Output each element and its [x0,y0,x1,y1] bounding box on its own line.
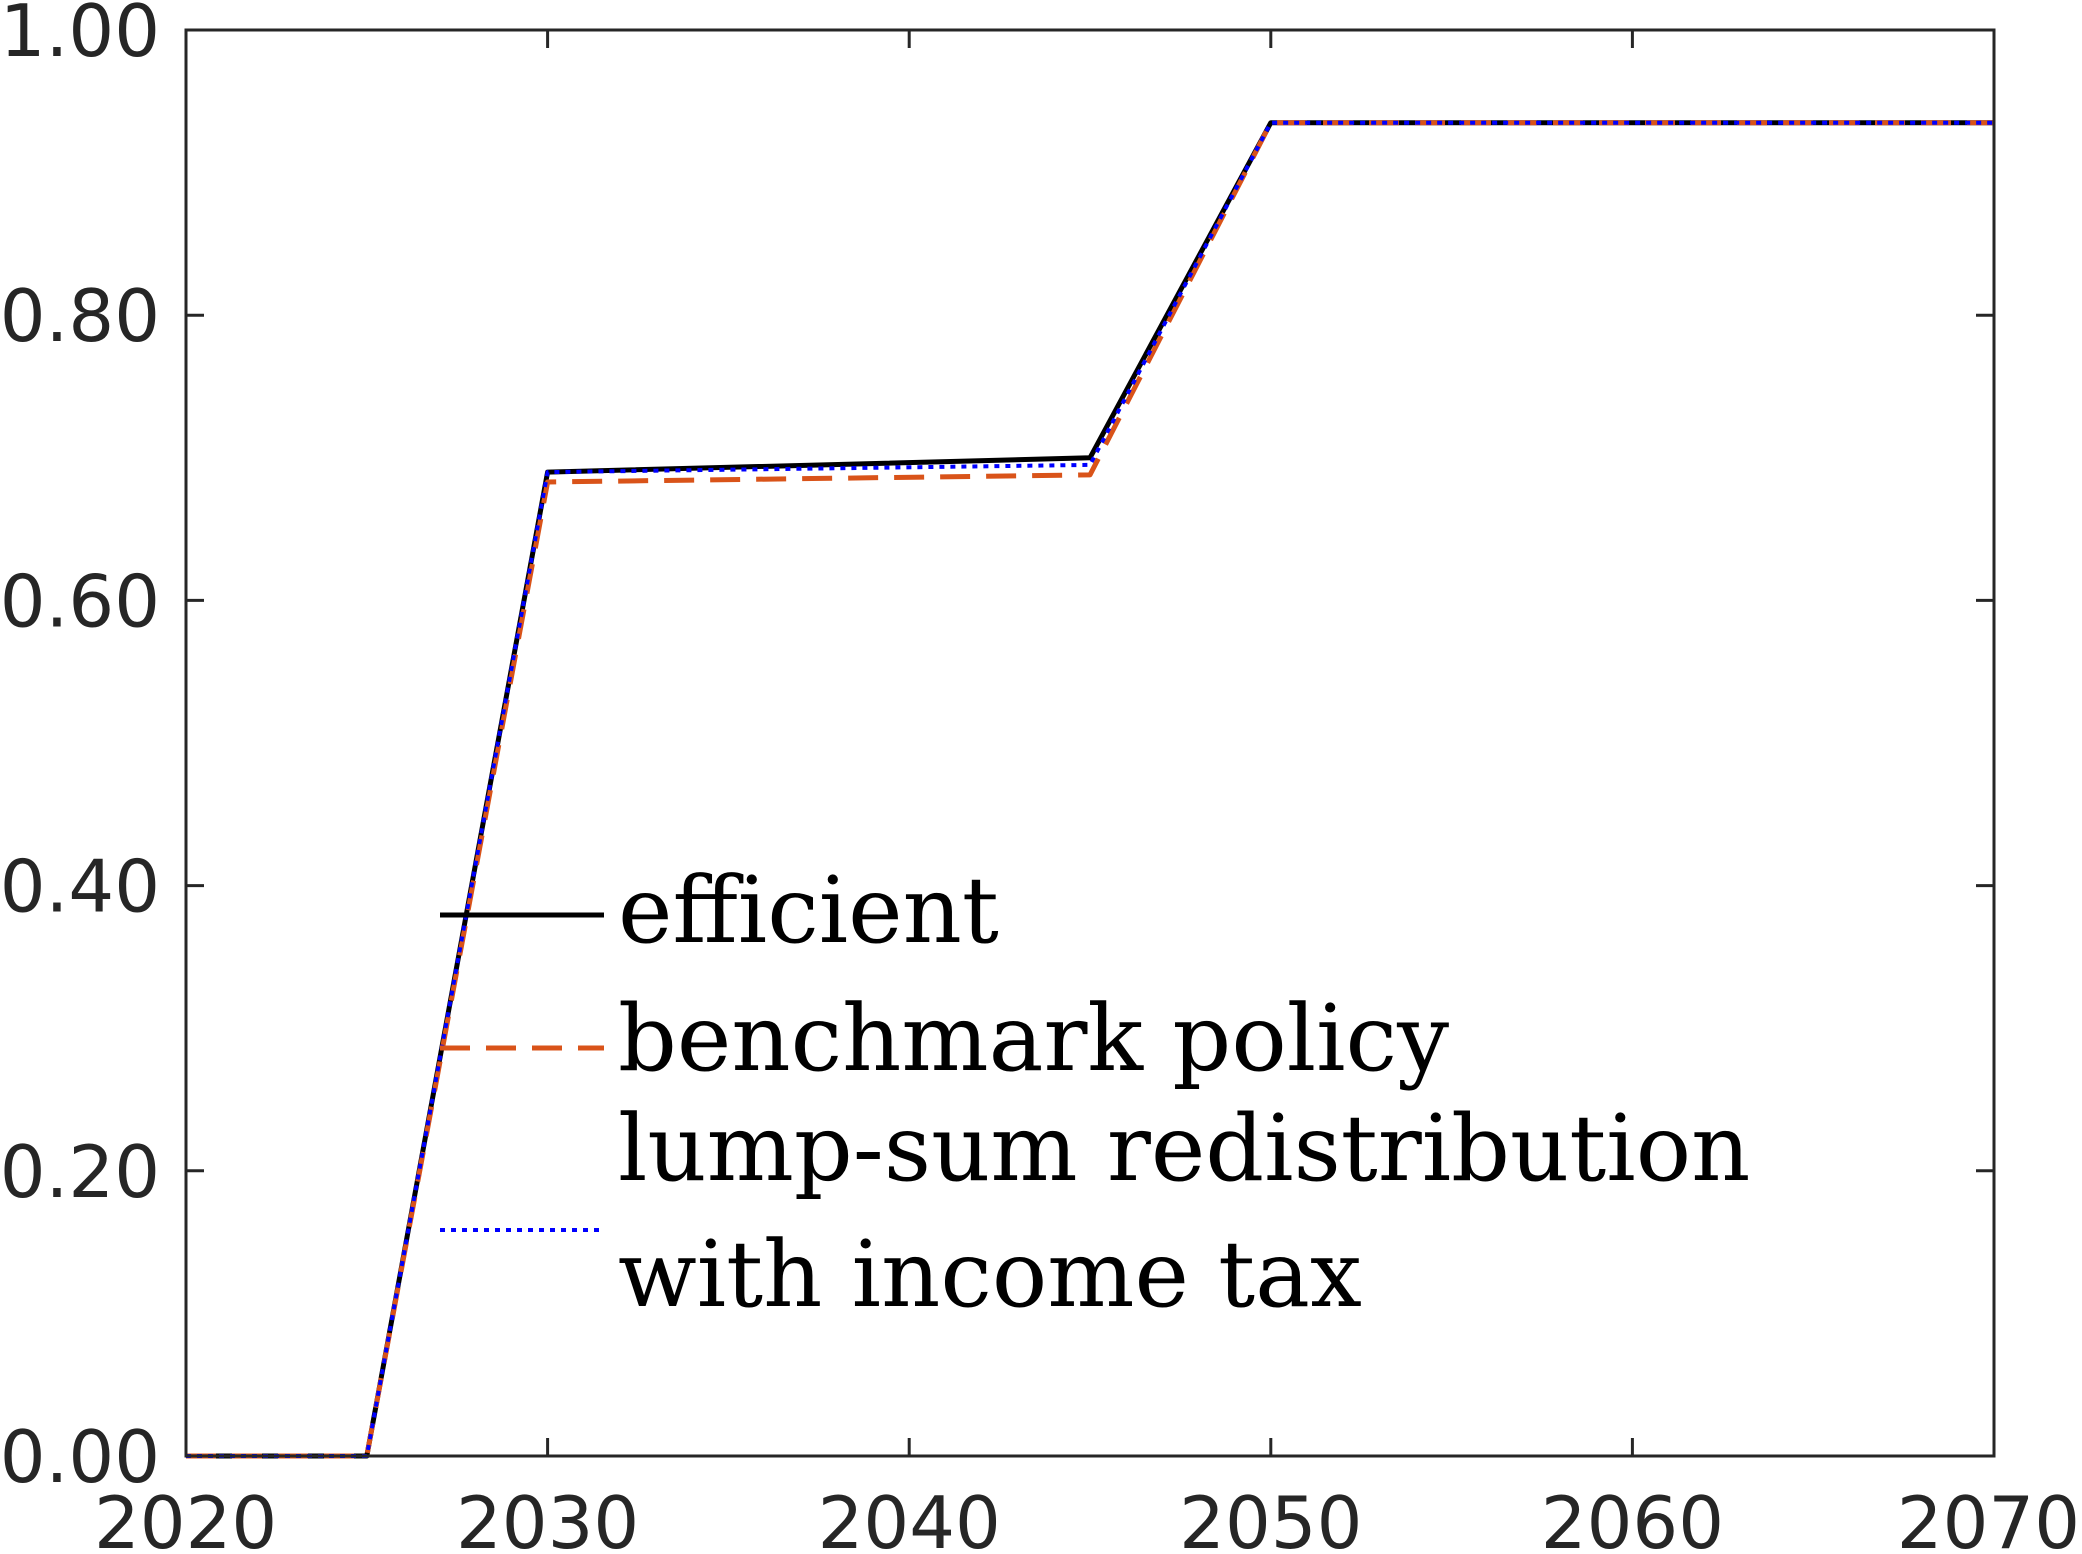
y-tick-label: 0.20 [0,1130,160,1214]
legend-label-lump-sum-line-2: with income tax [618,1221,1362,1328]
y-tick-label: 0.80 [0,274,160,358]
y-tick-label: 0.00 [0,1415,160,1499]
x-tick-label: 2050 [1179,1481,1362,1554]
legend-label-efficient: efficient [618,857,999,964]
series-line-2 [186,120,1994,1458]
x-tick-label: 2060 [1541,1481,1724,1554]
legend-label-benchmark-policy: benchmark policy [618,985,1449,1092]
y-tick-label: 0.60 [0,559,160,643]
x-tick-label: 2030 [456,1481,639,1554]
x-tick-label: 2070 [1897,1481,2080,1554]
y-tick-label: 1.00 [0,0,160,73]
legend-label-lump-sum-line-1: lump-sum redistribution [618,1095,1750,1202]
legend: efficient benchmark policy lump-sum redi… [440,857,1750,1328]
x-tick-label: 2040 [818,1481,1001,1554]
x-tick-label: 2020 [94,1481,277,1554]
plot-area [186,30,1994,1456]
axes-box [184,28,1996,1458]
y-tick-label: 0.40 [0,845,160,929]
